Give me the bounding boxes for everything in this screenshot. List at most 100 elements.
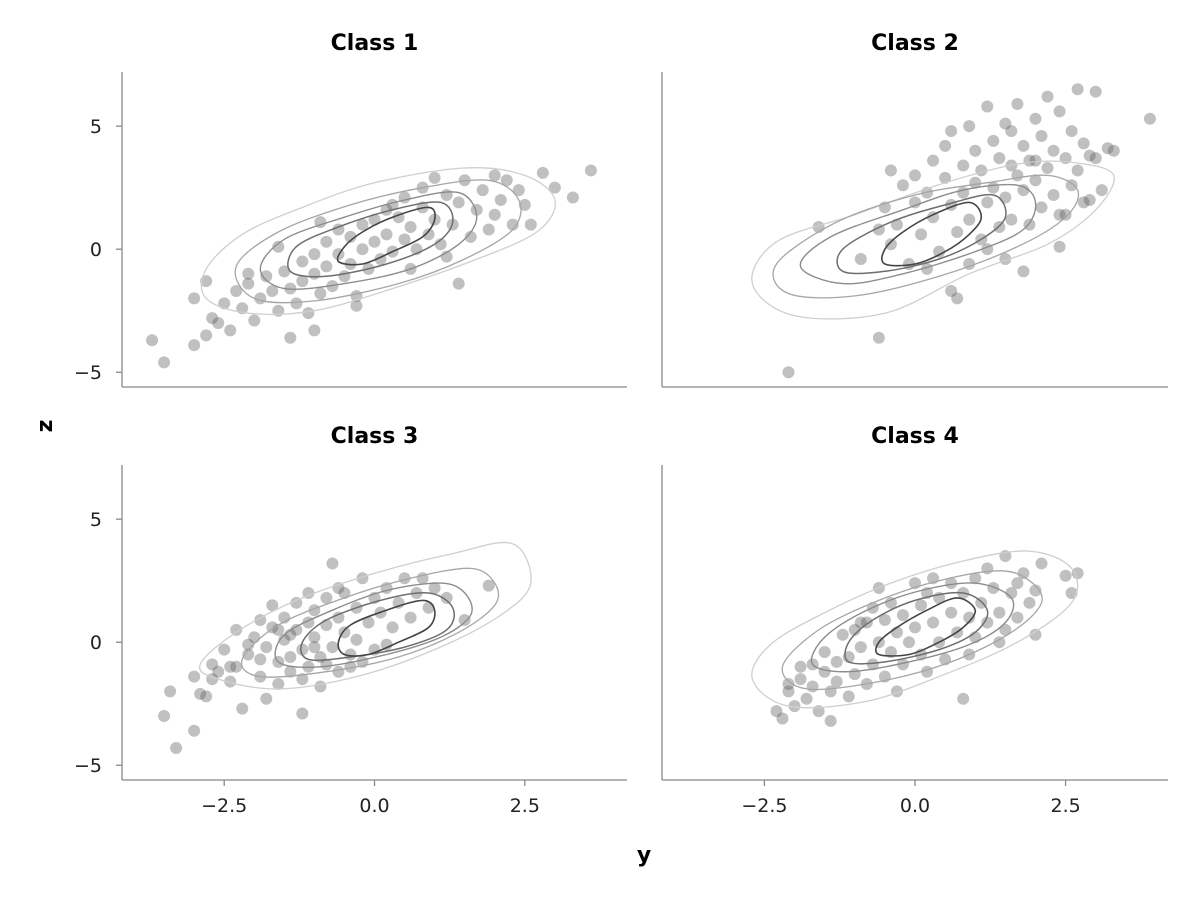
scatter-point xyxy=(999,191,1012,204)
y-tick-label: 5 xyxy=(90,116,102,138)
scatter-point xyxy=(1047,189,1060,202)
scatter-point xyxy=(1017,567,1030,580)
scatter-point xyxy=(524,218,537,231)
scatter-point xyxy=(338,586,351,599)
scatter-point xyxy=(776,712,789,725)
panel-title: Class 3 xyxy=(331,424,419,449)
scatter-point xyxy=(945,577,958,590)
scatter-point xyxy=(272,240,285,253)
scatter-point xyxy=(854,641,867,654)
scatter-point xyxy=(536,166,549,179)
density-contour xyxy=(300,592,455,662)
scatter-point xyxy=(242,267,255,280)
scatter-point xyxy=(1089,85,1102,98)
scatter-point xyxy=(332,665,345,678)
x-tick-label: 2.5 xyxy=(1050,795,1080,817)
scatter-point xyxy=(230,660,243,673)
scatter-point xyxy=(969,144,982,157)
scatter-point xyxy=(993,636,1006,649)
scatter-point xyxy=(236,702,249,715)
scatter-point xyxy=(1005,213,1018,226)
scatter-point xyxy=(188,670,201,683)
y-tick-label: −5 xyxy=(74,362,102,384)
scatter-point xyxy=(993,152,1006,165)
scatter-point xyxy=(296,255,309,268)
scatter-point xyxy=(1089,152,1102,165)
scatter-point xyxy=(1011,577,1024,590)
x-tick-label: −2.5 xyxy=(741,795,787,817)
scatter-point xyxy=(146,334,159,347)
scatter-point xyxy=(1017,265,1030,278)
scatter-point xyxy=(1071,164,1084,177)
scatter-point xyxy=(326,641,339,654)
scatter-point xyxy=(1029,174,1042,187)
scatter-point xyxy=(884,646,897,659)
density-contour xyxy=(810,582,1015,673)
scatter-point xyxy=(1077,137,1090,150)
scatter-point xyxy=(915,228,928,241)
scatter-point xyxy=(398,572,411,585)
scatter-point xyxy=(344,660,357,673)
scatter-point xyxy=(362,616,375,629)
scatter-point xyxy=(1005,125,1018,138)
scatter-point xyxy=(782,678,795,691)
scatter-point xyxy=(1011,611,1024,624)
scatter-point xyxy=(254,614,267,627)
scatter-point xyxy=(896,609,909,622)
density-contour xyxy=(836,193,1007,275)
scatter-point xyxy=(854,253,867,266)
scatter-point xyxy=(1083,149,1096,162)
scatter-point xyxy=(1005,586,1018,599)
scatter-point xyxy=(818,646,831,659)
scatter-point xyxy=(963,611,976,624)
scatter-point xyxy=(188,724,201,737)
density-contour xyxy=(772,174,1080,299)
scatter-point xyxy=(896,658,909,671)
y-axis-label: z xyxy=(33,420,58,433)
density-contour xyxy=(751,160,1115,320)
scatter-point xyxy=(1017,139,1030,152)
scatter-point xyxy=(1029,628,1042,641)
scatter-point xyxy=(1029,112,1042,125)
scatter-point xyxy=(1071,83,1084,96)
scatter-point xyxy=(500,174,513,187)
scatter-point xyxy=(404,611,417,624)
scatter-point xyxy=(242,638,255,651)
scatter-point xyxy=(428,171,441,184)
scatter-point xyxy=(398,233,411,246)
scatter-point xyxy=(254,653,267,666)
panel-2: Class 2 xyxy=(661,31,1168,388)
scatter-point xyxy=(927,154,940,167)
scatter-point xyxy=(290,297,303,310)
scatter-point xyxy=(440,189,453,202)
density-contour xyxy=(259,191,478,290)
scatter-point xyxy=(945,285,958,298)
scatter-point xyxy=(902,636,915,649)
scatter-point xyxy=(1029,154,1042,167)
y-tick-label: −5 xyxy=(74,755,102,777)
density-contour xyxy=(198,541,532,690)
scatter-point xyxy=(945,125,958,138)
scatter-point xyxy=(975,164,988,177)
scatter-point xyxy=(1059,208,1072,221)
scatter-point xyxy=(1017,184,1030,197)
scatter-point xyxy=(212,665,225,678)
scatter-point xyxy=(884,596,897,609)
scatter-point xyxy=(1107,144,1120,157)
scatter-point xyxy=(284,665,297,678)
density-contour xyxy=(875,597,977,657)
scatter-point xyxy=(260,692,273,705)
scatter-point xyxy=(422,228,435,241)
scatter-point xyxy=(368,235,381,248)
scatter-point xyxy=(1053,240,1066,253)
x-tick-label: 0.0 xyxy=(359,795,389,817)
scatter-point xyxy=(963,213,976,226)
scatter-point xyxy=(314,287,327,300)
scatter-point xyxy=(344,230,357,243)
scatter-point xyxy=(200,329,213,342)
scatter-point xyxy=(1023,596,1036,609)
scatter-point xyxy=(957,186,970,199)
scatter-point xyxy=(806,680,819,693)
